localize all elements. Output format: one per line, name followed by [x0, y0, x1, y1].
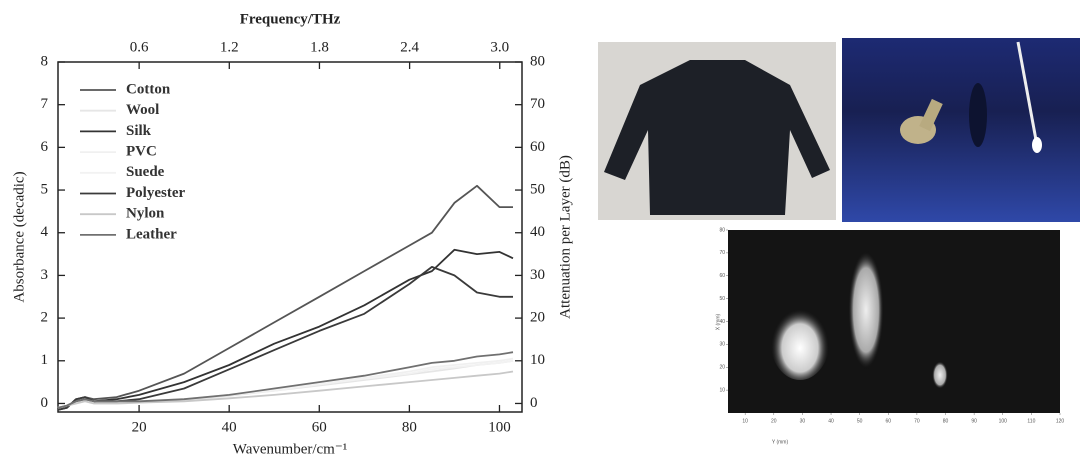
swab-tip — [1032, 137, 1042, 153]
x-tick-label: 100 — [999, 418, 1008, 424]
series-line — [57, 248, 514, 409]
swab — [1016, 41, 1038, 141]
y-tick-label: 80 — [719, 227, 725, 233]
x2-tick-label: 2.4 — [400, 39, 419, 55]
x-tick-label: 70 — [914, 418, 920, 424]
series-line — [57, 266, 513, 411]
photos — [598, 38, 1080, 222]
y-tick-label: 50 — [719, 296, 725, 302]
legend-label: PVC — [126, 144, 157, 160]
series-line — [57, 351, 514, 409]
y2-tick-label: 0 — [530, 395, 538, 411]
legend-label: Cotton — [126, 81, 171, 97]
y-tick-label: 60 — [719, 273, 725, 279]
x-title: Wavenumber/cm⁻¹ — [233, 441, 348, 457]
x-tick-label: 40 — [828, 418, 834, 424]
y-tick-label: 6 — [41, 139, 49, 155]
x-tick-label: 110 — [1027, 418, 1035, 424]
y2-tick-label: 30 — [530, 267, 545, 283]
y-tick-label: 40 — [719, 319, 725, 325]
y2-tick-label: 50 — [530, 181, 545, 197]
y2-tick-label: 60 — [530, 139, 545, 155]
plot-frame — [57, 61, 523, 413]
x2-tick-label: 1.8 — [310, 39, 329, 55]
x2-tick-label: 1.2 — [220, 39, 239, 55]
y2-tick-label: 40 — [530, 224, 545, 240]
bright-spot — [770, 300, 830, 380]
legend-label: Leather — [126, 226, 177, 242]
hm-y-title: X (mm) — [715, 313, 721, 330]
objects-photo — [842, 38, 1080, 222]
y2-tick-label: 80 — [530, 53, 545, 69]
x-tick-label: 20 — [132, 419, 147, 435]
x-tick-label: 80 — [943, 418, 949, 424]
jacket — [604, 60, 830, 215]
y-tick-label: 1 — [41, 352, 49, 368]
x-tick-label: 50 — [857, 418, 863, 424]
x2-tick-label: 3.0 — [490, 39, 509, 55]
x-tick-label: 40 — [222, 419, 237, 435]
legend-label: Polyester — [126, 185, 185, 201]
dark-object — [969, 83, 987, 147]
y-tick-label: 3 — [41, 267, 49, 283]
y-title: Absorbance (decadic) — [11, 171, 27, 302]
hm-x-title: Y (mm) — [772, 439, 789, 445]
absorbance-chart: Frequency/THz Wavenumber/cm⁻¹ Absorbance… — [11, 11, 573, 457]
y-tick-label: 8 — [41, 53, 49, 69]
y-tick-label: 5 — [41, 181, 49, 197]
x-tick-label: 30 — [800, 418, 806, 424]
legend-label: Silk — [126, 123, 152, 139]
x-tick-label: 80 — [402, 419, 417, 435]
bright-spot — [848, 250, 884, 370]
series-line — [57, 370, 514, 409]
x-tick-label: 60 — [885, 418, 891, 424]
legend-label: Nylon — [126, 206, 165, 222]
x-tick-label: 20 — [771, 418, 777, 424]
x2-title: Frequency/THz — [240, 11, 341, 27]
y-tick-label: 4 — [41, 224, 49, 240]
y-tick-label: 20 — [719, 365, 725, 371]
x-tick-label: 120 — [1056, 418, 1065, 424]
thz-image: Y (mm) X (mm) 10 20 30 40 50 60 70 80 90 100 110 12… — [715, 227, 1064, 445]
y-tick-label: 70 — [719, 250, 725, 256]
x-tick-label: 10 — [742, 418, 748, 424]
key-blade — [919, 98, 943, 132]
y2-tick-label: 10 — [530, 352, 545, 368]
y2-tick-label: 70 — [530, 96, 545, 112]
y-tick-label: 2 — [41, 310, 49, 326]
x2-tick-label: 0.6 — [130, 39, 149, 55]
y-tick-label: 0 — [41, 395, 49, 411]
legend-label: Suede — [126, 164, 165, 180]
y2-title: Attenuation per Layer (dB) — [557, 155, 573, 319]
x-tick-label: 90 — [971, 418, 977, 424]
legend-label: Wool — [126, 102, 159, 118]
y2-tick-label: 20 — [530, 310, 545, 326]
x-tick-label: 100 — [488, 419, 511, 435]
y-tick-label: 30 — [719, 342, 725, 348]
bright-spot — [932, 361, 948, 389]
y-tick-label: 7 — [41, 96, 49, 112]
y-tick-label: 10 — [719, 387, 725, 393]
x-tick-label: 60 — [312, 419, 327, 435]
